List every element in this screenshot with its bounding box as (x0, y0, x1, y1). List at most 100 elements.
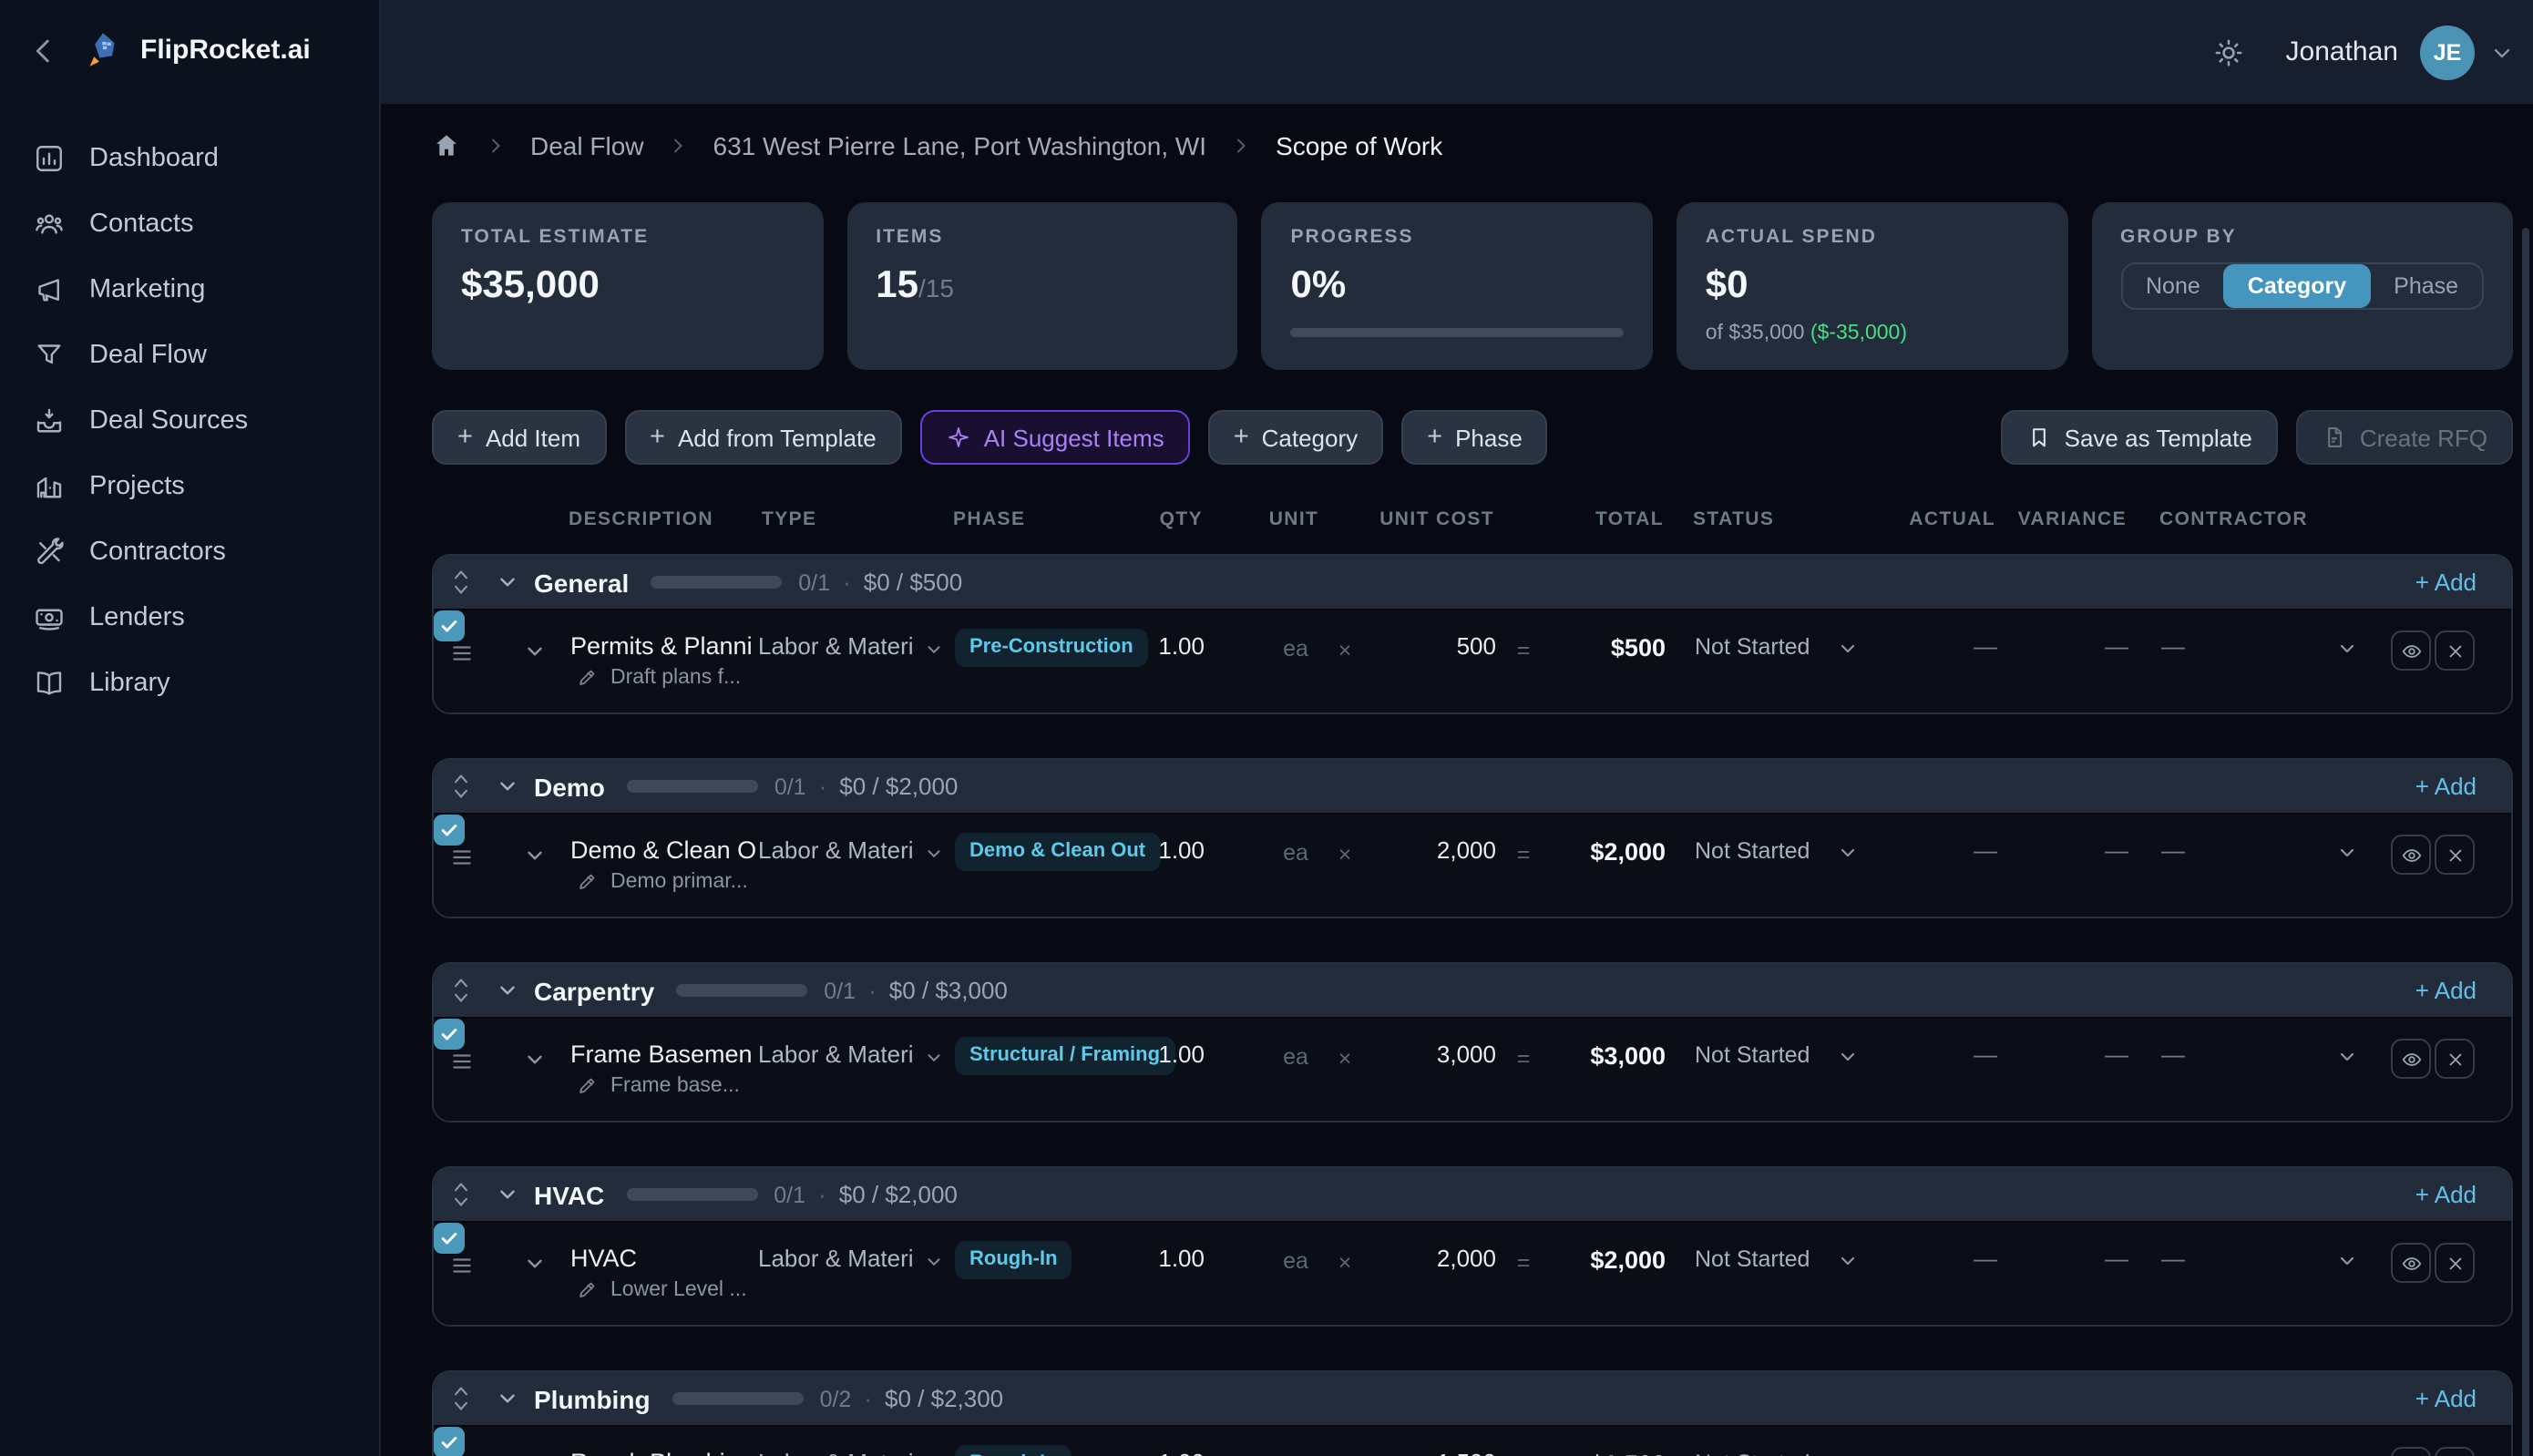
status-chevron-icon[interactable] (1837, 1046, 1859, 1068)
item-type-select[interactable]: Labor & Materi (758, 833, 945, 869)
item-unit[interactable]: ea (1283, 840, 1308, 866)
item-unit-cost[interactable]: 2,000 (1436, 836, 1496, 864)
scrollbar[interactable] (2522, 228, 2529, 1456)
theme-toggle-sun-icon[interactable] (2213, 36, 2246, 68)
add-item-button[interactable]: + Add Item (432, 410, 606, 465)
remove-item-button[interactable] (2435, 631, 2475, 671)
contractor-chevron-icon[interactable] (2336, 1046, 2358, 1068)
add-from-template-button[interactable]: + Add from Template (624, 410, 902, 465)
item-checkbox[interactable] (434, 815, 465, 846)
drag-handle-icon[interactable] (450, 643, 474, 663)
collapse-sidebar-icon[interactable] (26, 32, 62, 68)
item-unit[interactable]: ea (1283, 1248, 1308, 1274)
item-phase-badge[interactable]: Rough-In (955, 1241, 1072, 1279)
status-chevron-icon[interactable] (1837, 1250, 1859, 1272)
sidebar-item-deal-sources[interactable]: Deal Sources (0, 388, 379, 454)
item-checkbox[interactable] (434, 1427, 465, 1456)
item-qty[interactable]: 1.00 (1104, 1445, 1205, 1456)
item-unit-cost[interactable]: 1,500 (1345, 1445, 1496, 1456)
reorder-arrows-icon[interactable] (452, 567, 470, 598)
collapse-chevron-icon[interactable] (496, 774, 519, 798)
sidebar-item-projects[interactable]: Projects (0, 454, 379, 519)
save-as-template-button[interactable]: Save as Template (2000, 410, 2278, 465)
item-qty[interactable]: 1.00 (1158, 836, 1205, 864)
status-chevron-icon[interactable] (1837, 842, 1859, 864)
sidebar-item-marketing[interactable]: Marketing (0, 257, 379, 323)
view-item-button[interactable] (2391, 1243, 2431, 1283)
category-add-button[interactable]: + Add (2405, 964, 2487, 1017)
sidebar-item-deal-flow[interactable]: Deal Flow (0, 323, 379, 388)
add-category-button[interactable]: + Category (1207, 410, 1384, 465)
row-expand-chevron-icon[interactable] (523, 844, 547, 867)
group-by-phase[interactable]: Phase (2370, 264, 2482, 308)
reorder-arrows-icon[interactable] (452, 1383, 470, 1414)
view-item-button[interactable] (2391, 835, 2431, 875)
collapse-chevron-icon[interactable] (496, 1183, 519, 1206)
item-unit[interactable]: ea (1263, 1447, 1328, 1456)
item-description[interactable]: Draft plans f... (576, 665, 741, 691)
item-checkbox[interactable] (434, 1223, 465, 1254)
item-description[interactable]: Demo primar... (576, 869, 748, 895)
sidebar-item-contractors[interactable]: Contractors (0, 519, 379, 585)
drag-handle-icon[interactable] (450, 1051, 474, 1071)
drag-handle-icon[interactable] (450, 847, 474, 867)
row-expand-chevron-icon[interactable] (523, 640, 547, 663)
category-add-button[interactable]: + Add (2405, 556, 2487, 609)
item-unit-cost[interactable]: 2,000 (1436, 1245, 1496, 1272)
remove-item-button[interactable] (2435, 1039, 2475, 1079)
item-unit-cost[interactable]: 500 (1456, 632, 1496, 660)
item-status-select[interactable]: Not Started (1695, 634, 1810, 660)
contractor-chevron-icon[interactable] (2336, 1250, 2358, 1272)
view-item-button[interactable] (2391, 631, 2431, 671)
reorder-arrows-icon[interactable] (452, 975, 470, 1006)
view-item-button[interactable] (2391, 1039, 2431, 1079)
collapse-chevron-icon[interactable] (496, 570, 519, 594)
category-add-button[interactable]: + Add (2405, 760, 2487, 813)
add-phase-button[interactable]: + Phase (1401, 410, 1548, 465)
group-by-none[interactable]: None (2122, 264, 2224, 308)
avatar[interactable]: JE (2420, 25, 2475, 79)
item-phase-badge[interactable]: Demo & Clean Out (955, 833, 1161, 871)
item-type-select[interactable]: Labor & Materi (758, 1037, 945, 1073)
item-status-select[interactable]: Not Started (1695, 838, 1810, 864)
item-type-select[interactable]: Labor & Materi (758, 1241, 945, 1277)
sidebar-item-dashboard[interactable]: Dashboard (0, 126, 379, 191)
item-phase-badge[interactable]: Rough-In (955, 1445, 1072, 1456)
row-expand-chevron-icon[interactable] (523, 1048, 547, 1071)
sidebar-item-contacts[interactable]: Contacts (0, 191, 379, 257)
group-by-category[interactable]: Category (2223, 264, 2371, 308)
item-status-select[interactable]: Not Started (1695, 1445, 1810, 1456)
item-unit[interactable]: ea (1283, 636, 1308, 661)
reorder-arrows-icon[interactable] (452, 771, 470, 802)
breadcrumb-property[interactable]: 631 West Pierre Lane, Port Washington, W… (713, 131, 1207, 160)
sidebar-item-library[interactable]: Library (0, 651, 379, 716)
ai-suggest-items-button[interactable]: AI Suggest Items (919, 410, 1190, 465)
item-title[interactable]: HVAC (570, 1245, 638, 1272)
item-type-select[interactable]: Labor & Materi (758, 629, 945, 665)
category-add-button[interactable]: + Add (2405, 1168, 2487, 1221)
chevron-down-icon[interactable] (2489, 39, 2515, 65)
item-qty[interactable]: 1.00 (1158, 1245, 1205, 1272)
item-phase-badge[interactable]: Structural / Framing (955, 1037, 1175, 1075)
breadcrumb-deal-flow[interactable]: Deal Flow (530, 131, 644, 160)
reorder-arrows-icon[interactable] (452, 1179, 470, 1210)
remove-item-button[interactable] (2435, 1447, 2475, 1456)
item-title[interactable]: Frame Basemen (570, 1041, 753, 1068)
item-title[interactable]: Permits & Planni (570, 632, 753, 660)
view-item-button[interactable] (2391, 1447, 2431, 1456)
item-title[interactable]: Demo & Clean O (570, 836, 756, 864)
remove-item-button[interactable] (2435, 835, 2475, 875)
item-qty[interactable]: 1.00 (1158, 632, 1205, 660)
item-title[interactable]: Rough Plumbing (570, 1445, 756, 1456)
row-expand-chevron-icon[interactable] (523, 1252, 547, 1276)
home-icon[interactable] (432, 131, 461, 160)
create-rfq-button[interactable]: Create RFQ (2295, 410, 2513, 465)
collapse-chevron-icon[interactable] (496, 979, 519, 1002)
item-type-select[interactable]: Labor & Materi (758, 1445, 945, 1456)
item-qty[interactable]: 1.00 (1158, 1041, 1205, 1068)
remove-item-button[interactable] (2435, 1243, 2475, 1283)
item-phase-badge[interactable]: Pre-Construction (955, 629, 1148, 667)
item-checkbox[interactable] (434, 1019, 465, 1050)
item-checkbox[interactable] (434, 610, 465, 641)
item-description[interactable]: Frame base... (576, 1073, 740, 1099)
